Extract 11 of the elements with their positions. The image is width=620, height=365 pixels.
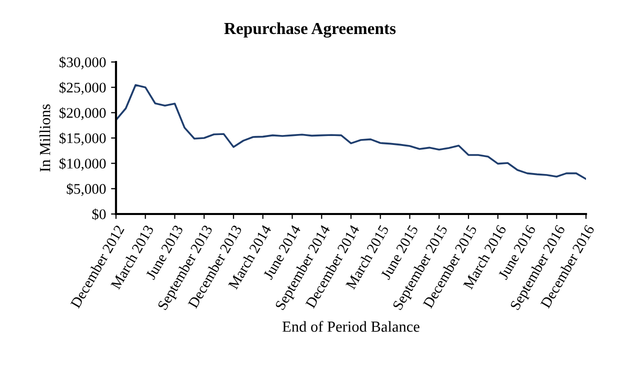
y-tick-label: $15,000 [60, 132, 106, 146]
y-tick-label: $5,000 [66, 183, 106, 196]
x-axis-title: End of Period Balance [282, 320, 420, 332]
line-series [116, 84, 586, 180]
y-tick-label: $10,000 [60, 158, 106, 171]
y-axis-title: In Millions [39, 104, 50, 172]
y-tick-label: $25,000 [60, 82, 106, 95]
chart-title: Repurchase Agreements [224, 22, 396, 38]
y-tick-label: $20,000 [60, 107, 106, 120]
y-tick-label: $30,000 [60, 56, 106, 70]
y-tick-label: $0 [92, 208, 106, 220]
